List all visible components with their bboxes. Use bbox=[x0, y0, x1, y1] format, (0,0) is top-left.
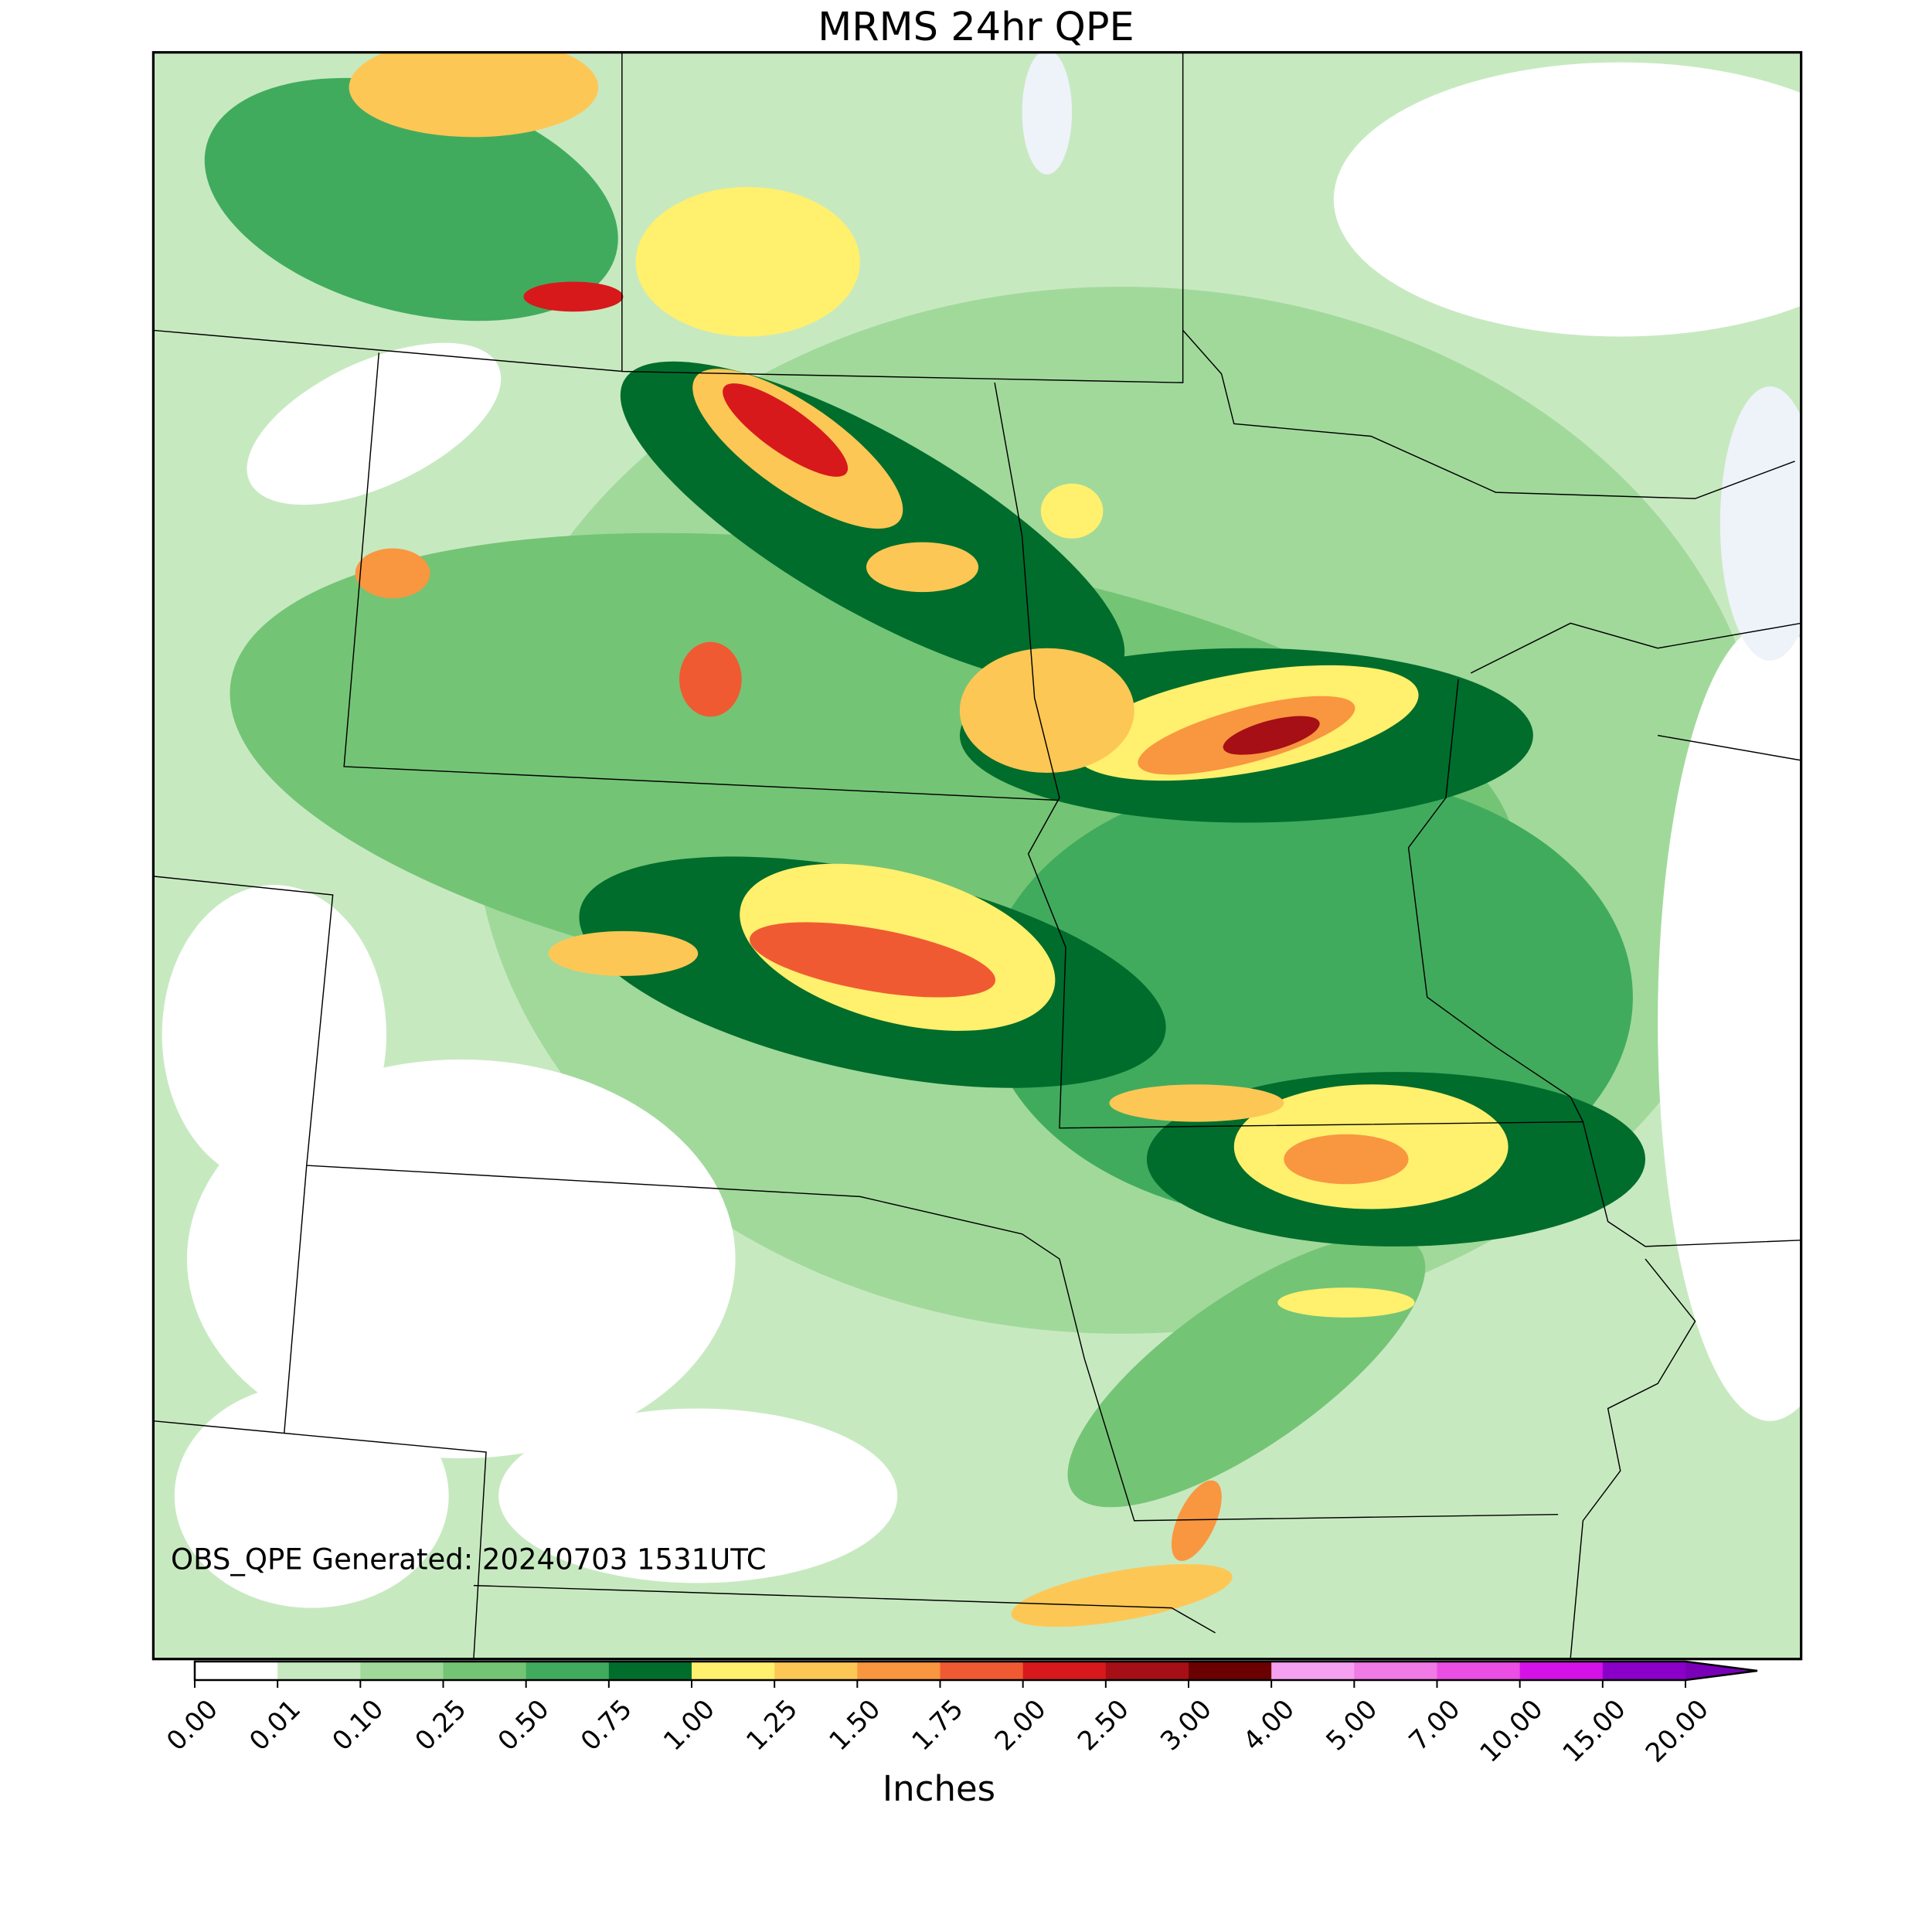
borders bbox=[153, 52, 1802, 1659]
map-frame bbox=[151, 51, 1803, 1661]
map-title: MRMS 24hr QPE bbox=[818, 5, 1134, 50]
colorbar-bin bbox=[360, 1662, 444, 1680]
colorbar-tick-label: 2.50 bbox=[1072, 1694, 1135, 1757]
colorbar-tick-label: 1.25 bbox=[740, 1694, 804, 1757]
colorbar-tick-label: 0.01 bbox=[243, 1694, 307, 1757]
colorbar-tick-label: 3.00 bbox=[1155, 1694, 1218, 1757]
colorbar-bin bbox=[443, 1662, 527, 1680]
colorbar-bin bbox=[526, 1662, 610, 1680]
colorbar-tick-label: 0.75 bbox=[575, 1694, 638, 1757]
annotation: OBS_QPE Generated: 20240703 1531UTC bbox=[171, 1543, 767, 1577]
colorbar-bin bbox=[1354, 1662, 1437, 1680]
colorbar-bin bbox=[1105, 1662, 1189, 1680]
colorbar-bin bbox=[1271, 1662, 1355, 1680]
colorbar-tick-label: 1.75 bbox=[906, 1694, 970, 1757]
colorbar-tick-label: 0.25 bbox=[410, 1694, 473, 1757]
colorbar-bin bbox=[1602, 1662, 1686, 1680]
colorbar-bin bbox=[1022, 1662, 1107, 1680]
colorbar-bin bbox=[608, 1662, 692, 1680]
colorbar-bin bbox=[857, 1662, 940, 1680]
colorbar-bin bbox=[692, 1662, 775, 1680]
colorbar-tick-label: 0.50 bbox=[492, 1694, 556, 1757]
colorbar-label: Inches bbox=[883, 1768, 995, 1809]
colorbar-bin bbox=[940, 1662, 1024, 1680]
colorbar-bin bbox=[1189, 1662, 1272, 1680]
colorbar-tick-label: 4.00 bbox=[1237, 1694, 1301, 1757]
colorbar-outline bbox=[193, 1660, 1758, 1682]
colorbar-bin bbox=[277, 1662, 361, 1680]
colorbar-bin bbox=[774, 1662, 858, 1680]
colorbar: 0.00 0.01 0.10 0.25 0.50 0.75 1.00 1.25 1.50 1.75… bbox=[161, 1660, 1758, 1769]
colorbar-tick-label: 0.10 bbox=[326, 1694, 389, 1757]
colorbar-bin bbox=[1437, 1662, 1521, 1680]
colorbar-tick-label: 1.50 bbox=[823, 1694, 886, 1757]
colorbar-tick-label: 1.00 bbox=[658, 1694, 721, 1757]
colorbar-tick-label: 2.00 bbox=[989, 1694, 1053, 1757]
colorbar-bin bbox=[195, 1662, 278, 1680]
colorbar-extend bbox=[1685, 1662, 1757, 1680]
colorbar-tick-label: 15.00 bbox=[1557, 1694, 1632, 1769]
colorbar-tick-label: 20.00 bbox=[1640, 1694, 1715, 1769]
map-area bbox=[151, 51, 1803, 1661]
colorbar-tick-label: 5.00 bbox=[1320, 1694, 1383, 1757]
colorbar-tick-label: 7.00 bbox=[1403, 1694, 1467, 1757]
colorbar-tick-label: 10.00 bbox=[1474, 1694, 1549, 1769]
colorbar-bin bbox=[1519, 1662, 1604, 1680]
colorbar-tick-label: 0.00 bbox=[161, 1694, 224, 1757]
precip-field bbox=[153, 52, 1801, 1659]
